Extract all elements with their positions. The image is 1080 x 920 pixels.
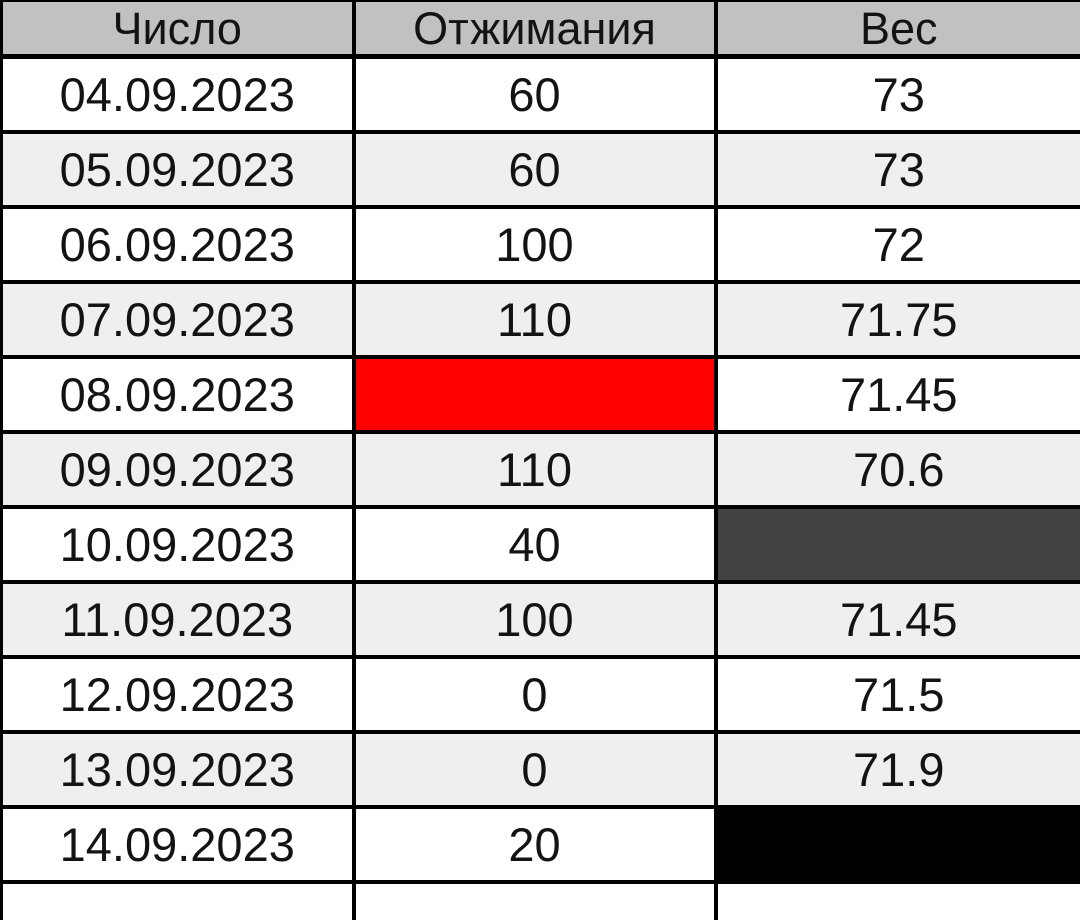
date-cell: 04.09.2023 xyxy=(0,54,356,134)
date-cell: 07.09.2023 xyxy=(0,280,356,359)
date-cell: 14.09.2023 xyxy=(0,805,356,884)
table-row: 07.09.2023 110 71.75 xyxy=(0,280,1080,359)
filled-pushups-cell xyxy=(351,355,718,434)
header-cell-pushups: Отжимания xyxy=(351,0,718,59)
date-cell: 13.09.2023 xyxy=(0,730,356,809)
pushups-cell: 60 xyxy=(351,54,718,134)
pushups-cell: 0 xyxy=(351,730,718,809)
header-row: Число Отжимания Вес xyxy=(0,0,1080,59)
weight-cell: 71.5 xyxy=(713,655,1080,734)
pushups-cell: 40 xyxy=(351,505,718,584)
table-row: 08.09.2023 71.45 xyxy=(0,355,1080,434)
table-row: 04.09.2023 60 73 xyxy=(0,54,1080,134)
empty-cell xyxy=(0,880,356,920)
filled-weight-cell xyxy=(713,505,1080,584)
pushups-cell: 110 xyxy=(351,430,718,509)
weight-cell: 71.45 xyxy=(713,580,1080,659)
weight-cell: 71.45 xyxy=(713,355,1080,434)
table-row: 13.09.2023 0 71.9 xyxy=(0,730,1080,809)
date-cell: 09.09.2023 xyxy=(0,430,356,509)
pushups-cell: 100 xyxy=(351,205,718,284)
empty-cell xyxy=(713,880,1080,920)
table-row: 06.09.2023 100 72 xyxy=(0,205,1080,284)
weight-cell: 73 xyxy=(713,130,1080,209)
weight-cell: 73 xyxy=(713,54,1080,134)
table-body: 04.09.2023 60 73 05.09.2023 60 73 06.09.2023 10… xyxy=(0,54,1080,884)
empty-cell xyxy=(351,880,718,920)
pushups-cell: 0 xyxy=(351,655,718,734)
date-cell: 10.09.2023 xyxy=(0,505,356,584)
table-row: 10.09.2023 40 xyxy=(0,505,1080,584)
table-row: 12.09.2023 0 71.5 xyxy=(0,655,1080,734)
pushups-cell: 20 xyxy=(351,805,718,884)
table-row: 05.09.2023 60 73 xyxy=(0,130,1080,209)
pushups-cell: 60 xyxy=(351,130,718,209)
pushups-cell: 110 xyxy=(351,280,718,359)
date-cell: 11.09.2023 xyxy=(0,580,356,659)
table-row: 09.09.2023 110 70.6 xyxy=(0,430,1080,509)
weight-cell: 71.9 xyxy=(713,730,1080,809)
weight-cell: 71.75 xyxy=(713,280,1080,359)
header-cell-weight: Вес xyxy=(713,0,1080,59)
filled-weight-cell xyxy=(713,805,1080,884)
table-row: 11.09.2023 100 71.45 xyxy=(0,580,1080,659)
table-row: 14.09.2023 20 xyxy=(0,805,1080,884)
header-cell-date: Число xyxy=(0,0,356,59)
date-cell: 05.09.2023 xyxy=(0,130,356,209)
date-cell: 08.09.2023 xyxy=(0,355,356,434)
partial-empty-row xyxy=(0,880,1080,920)
pushups-cell: 100 xyxy=(351,580,718,659)
weight-cell: 70.6 xyxy=(713,430,1080,509)
table-footer-stub xyxy=(0,880,1080,920)
weight-cell: 72 xyxy=(713,205,1080,284)
date-cell: 12.09.2023 xyxy=(0,655,356,734)
date-cell: 06.09.2023 xyxy=(0,205,356,284)
